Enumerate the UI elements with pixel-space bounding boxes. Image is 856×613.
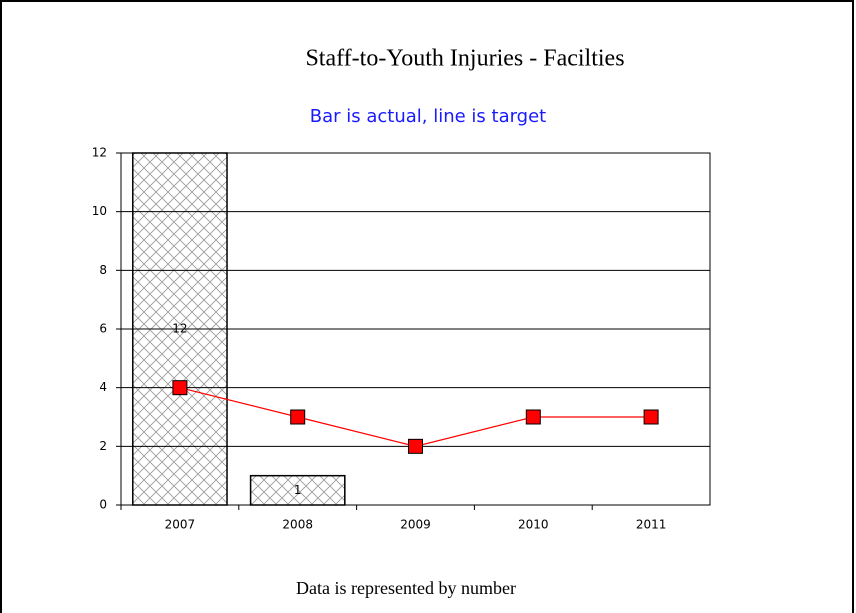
data-label: 12 (172, 322, 187, 336)
y-tick-label: 0 (99, 498, 107, 512)
chart-title: Staff-to-Youth Injuries - Facilties (305, 46, 624, 72)
line-marker (525, 409, 541, 425)
x-tick-label: 2007 (165, 518, 196, 532)
y-tick-label: 10 (92, 204, 107, 218)
x-tick-label: 2011 (636, 518, 667, 532)
y-tick-label: 8 (99, 263, 107, 277)
y-tick-label: 6 (99, 322, 107, 336)
footer-note: Data is represented by number (296, 578, 516, 598)
x-tick-label: 2010 (518, 518, 549, 532)
line-marker (290, 409, 306, 425)
bar-outline (249, 474, 346, 506)
y-tick-label: 4 (99, 380, 107, 394)
y-tick-label: 2 (99, 439, 107, 453)
chart-subtitle: Bar is actual, line is target (310, 106, 547, 127)
x-tick-label: 2009 (400, 518, 431, 532)
line-marker (172, 380, 188, 396)
data-label: 1 (294, 483, 302, 497)
bar-outline (132, 152, 228, 506)
y-tick-label: 12 (92, 146, 107, 160)
x-tick-label: 2008 (282, 518, 313, 532)
line-marker (643, 409, 659, 425)
line-marker (408, 438, 423, 454)
